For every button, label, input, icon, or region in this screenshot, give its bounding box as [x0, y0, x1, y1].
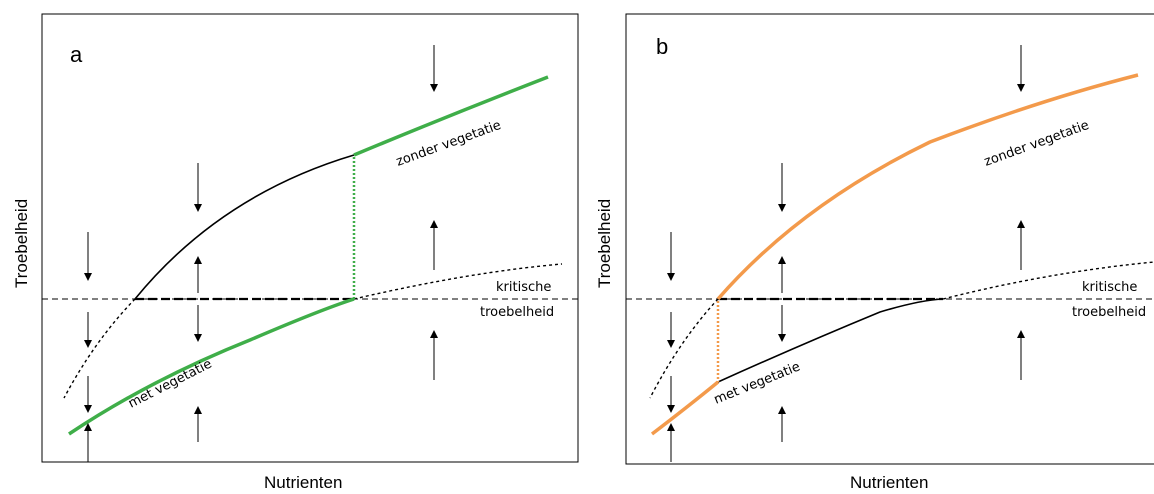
panel-b: b zonder vegetatie met vegetatie kritisc… — [595, 13, 1154, 492]
panel-a-upper-branch-black — [134, 154, 355, 300]
panel-b-lower-dotted-extension — [649, 298, 719, 399]
panel-b-lower-label: met vegetatie — [712, 359, 803, 407]
panel-b-upper-dotted-extension — [942, 261, 1154, 300]
panel-b-letter: b — [656, 34, 668, 59]
panel-b-upper-branch-highlight — [716, 73, 1139, 301]
panel-a-critical-label-2: troebelheid — [480, 305, 554, 320]
panel-b-lower-branch-black — [717, 298, 944, 383]
panel-a-frame — [41, 13, 579, 463]
panel-b-critical-label-2: troebelheid — [1072, 305, 1146, 320]
panel-b-critical-label-1: kritische — [1082, 280, 1137, 295]
panel-a-letter: a — [70, 42, 83, 67]
panel-a-y-axis-label: Troebelheid — [12, 199, 31, 288]
panel-a-critical-label-1: kritische — [496, 280, 551, 295]
panel-b-y-axis-label: Troebelheid — [595, 199, 614, 288]
panel-b-upper-label: zonder vegetatie — [982, 118, 1091, 170]
panel-b-frame — [625, 13, 1154, 465]
panel-a-lower-dotted-extension — [63, 298, 136, 399]
panel-a-upper-branch-highlight — [353, 75, 549, 157]
panel-a-lower-branch-highlight — [68, 297, 355, 436]
panel-a: a zonder vegetatie met vegetatie kritisc… — [12, 13, 579, 492]
panel-b-x-axis-label: Nutrienten — [850, 473, 928, 492]
panel-a-upper-dotted-extension — [353, 263, 563, 300]
panel-b-lower-branch-highlight — [650, 380, 720, 436]
panel-a-lower-label: met vegetatie — [126, 357, 214, 412]
panel-a-x-axis-label: Nutrienten — [264, 473, 342, 492]
panel-a-upper-label: zonder vegetatie — [394, 118, 503, 170]
